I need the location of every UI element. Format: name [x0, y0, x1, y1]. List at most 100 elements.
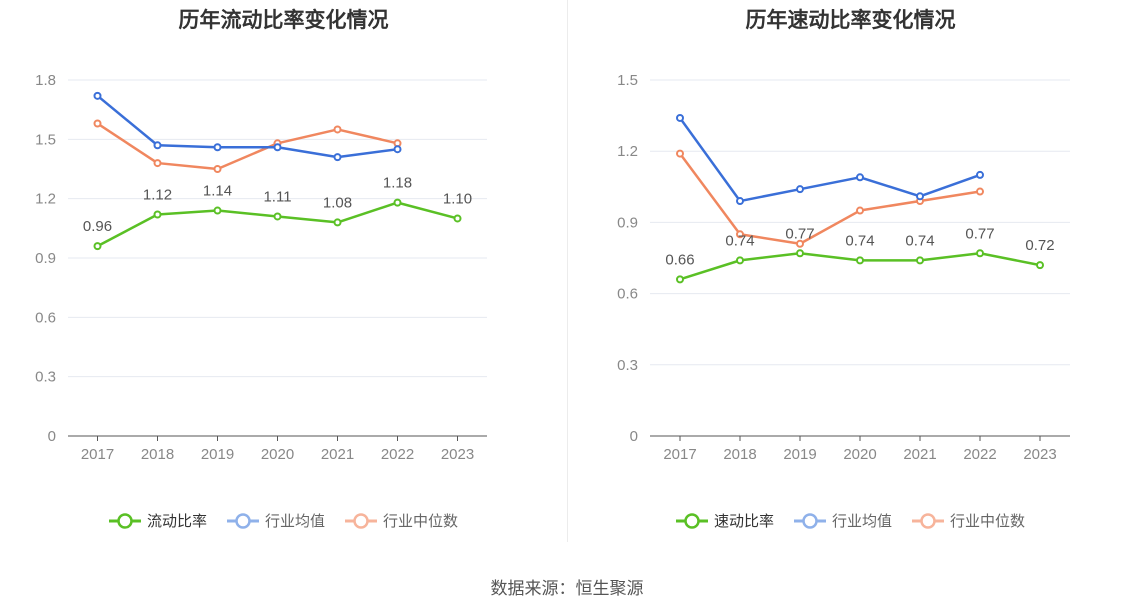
legend-line-circle-icon	[675, 512, 708, 529]
x-tick-label: 2021	[903, 446, 936, 463]
data-point	[273, 212, 282, 221]
y-tick-label: 0.6	[35, 309, 56, 326]
series-line	[96, 122, 398, 171]
data-label: 0.74	[905, 232, 934, 249]
data-point	[796, 185, 804, 194]
legend-line-circle-icon	[108, 512, 141, 529]
x-tick-label: 2018	[141, 446, 174, 463]
data-point	[796, 249, 804, 258]
data-point	[796, 239, 804, 248]
data-point	[393, 145, 402, 154]
chart-legend: 速动比率 行业均值 行业中位数	[567, 510, 1134, 531]
data-label: 1.11	[263, 188, 291, 205]
y-tick-label: 1.2	[35, 191, 56, 208]
data-point	[393, 198, 402, 207]
series-line	[96, 94, 398, 159]
data-point	[93, 91, 102, 100]
data-point	[676, 149, 684, 158]
x-tick-label: 2020	[843, 446, 876, 463]
legend-item-industry-median[interactable]: 行业中位数	[912, 510, 1025, 531]
legend-line-circle-icon	[793, 512, 826, 529]
data-point	[93, 242, 102, 251]
data-point	[213, 143, 222, 152]
legend-label: 行业均值	[264, 513, 325, 530]
x-tick-label: 2023	[1023, 446, 1056, 463]
y-tick-label: 0.9	[617, 214, 638, 231]
legend-item-industry-avg[interactable]: 行业均值	[226, 510, 325, 531]
data-point	[153, 210, 162, 219]
data-point	[976, 187, 984, 196]
legend-label: 速动比率	[713, 513, 774, 530]
data-point	[736, 197, 744, 206]
data-point	[153, 141, 162, 150]
x-tick-label: 2019	[201, 446, 234, 463]
x-tick-label: 2017	[81, 446, 114, 463]
data-label: 1.18	[383, 175, 412, 192]
data-source-label: 数据来源：	[490, 579, 576, 598]
chart-legend: 流动比率 行业均值 行业中位数	[0, 510, 567, 531]
x-tick-label: 2023	[441, 446, 474, 463]
data-point	[1036, 261, 1044, 270]
data-point	[333, 153, 342, 162]
legend-line-circle-icon	[912, 512, 944, 529]
panel-divider	[567, 0, 568, 542]
data-point	[976, 249, 984, 258]
data-label: 1.10	[443, 190, 472, 207]
data-point	[976, 170, 984, 179]
data-point	[333, 218, 342, 227]
y-tick-label: 1.5	[35, 131, 56, 148]
y-tick-label: 0	[48, 428, 56, 445]
data-label: 1.08	[323, 194, 352, 211]
data-point	[213, 165, 222, 173]
data-label: 0.72	[1025, 237, 1054, 254]
data-point	[736, 256, 744, 265]
data-point	[213, 206, 222, 215]
data-point	[273, 143, 282, 152]
legend-line-circle-icon	[345, 512, 377, 529]
data-label: 0.66	[665, 251, 694, 268]
series-line	[96, 201, 458, 248]
legend-label: 流动比率	[146, 513, 207, 530]
series-line	[678, 152, 981, 246]
x-tick-label: 2022	[381, 446, 414, 463]
x-tick-label: 2022	[963, 446, 996, 463]
data-label: 1.12	[143, 186, 172, 203]
legend-item-industry-avg[interactable]: 行业均值	[793, 510, 892, 531]
data-label: 0.74	[845, 232, 874, 249]
data-label: 0.77	[965, 225, 994, 242]
x-tick-label: 2020	[261, 446, 294, 463]
data-point	[453, 214, 462, 223]
data-point	[736, 230, 744, 239]
data-point	[916, 192, 924, 201]
data-point	[856, 206, 864, 215]
data-point	[676, 275, 684, 284]
series-line	[678, 117, 981, 203]
legend-item-industry-median[interactable]: 行业中位数	[345, 510, 458, 531]
data-point	[916, 256, 924, 265]
chart-title: 历年速动比率变化情况	[745, 9, 956, 32]
y-tick-label: 0.6	[617, 286, 638, 303]
quick-ratio-plot: 0 0.3 0.6 0.9 1.2 1.5 2017 2018 2019 2020 2021 2022…	[617, 72, 1070, 463]
data-point	[856, 256, 864, 265]
x-tick-label: 2017	[663, 446, 696, 463]
data-point	[856, 173, 864, 182]
legend-label: 行业中位数	[383, 513, 459, 530]
legend-label: 行业均值	[831, 513, 892, 530]
x-tick-label: 2019	[783, 446, 816, 463]
data-label: 0.96	[83, 218, 112, 235]
data-point	[333, 125, 342, 134]
legend-item-company[interactable]: 速动比率	[675, 510, 774, 531]
y-tick-label: 1.2	[617, 143, 638, 160]
y-tick-label: 1.8	[35, 72, 56, 89]
data-point	[93, 119, 102, 128]
legend-line-circle-icon	[226, 512, 259, 529]
data-source-footer: 数据来源：恒生聚源	[0, 574, 1134, 599]
data-label: 0.74	[725, 232, 754, 249]
x-tick-label: 2018	[723, 446, 756, 463]
legend-item-company[interactable]: 流动比率	[108, 510, 207, 531]
y-tick-label: 0.9	[35, 250, 56, 267]
y-tick-label: 0	[630, 428, 638, 445]
data-point	[676, 113, 684, 122]
legend-label: 行业中位数	[950, 513, 1026, 530]
data-label: 0.77	[785, 225, 814, 242]
